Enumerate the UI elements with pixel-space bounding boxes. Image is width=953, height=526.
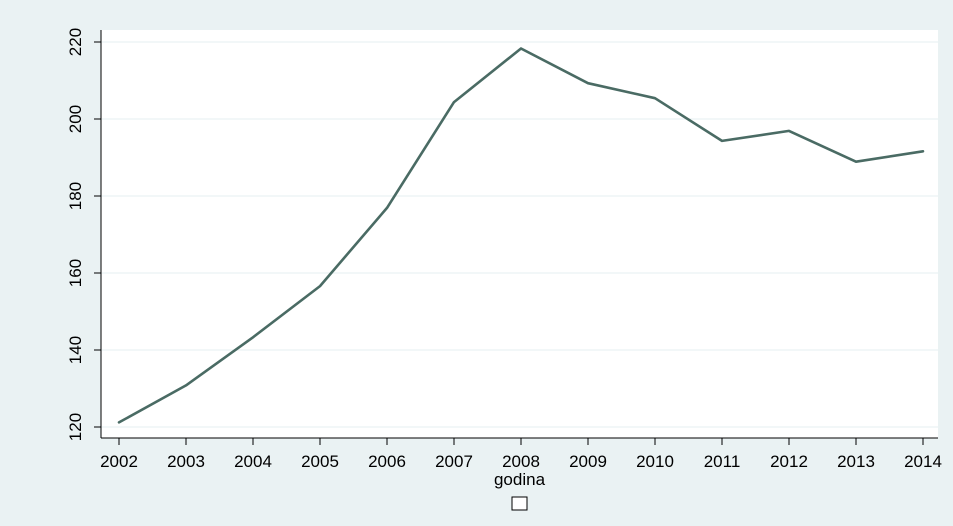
x-tick-label: 2002: [100, 452, 138, 471]
y-tick-label: 140: [66, 336, 85, 364]
legend-key: [511, 496, 528, 511]
x-tick-label: 2006: [368, 452, 406, 471]
plot-area-background: [101, 30, 938, 438]
x-tick-label: 2010: [636, 452, 674, 471]
y-tick-label: 160: [66, 259, 85, 287]
y-tick-label: 180: [66, 182, 85, 210]
axes: 120 140 160 180 200 220 2002 2003 2004 2005 2006 20…: [66, 28, 942, 471]
x-tick-label: 2007: [435, 452, 473, 471]
x-tick-label: 2013: [837, 452, 875, 471]
x-tick-label: 2012: [770, 452, 808, 471]
y-tick-label: 200: [66, 105, 85, 133]
x-tick-label: 2008: [502, 452, 540, 471]
x-tick-label: 2005: [301, 452, 339, 471]
x-tick-label: 2011: [704, 452, 741, 471]
series-line: [117, 47, 925, 424]
x-tick-label: 2014: [904, 452, 942, 471]
x-tick-label: 2009: [569, 452, 607, 471]
gridlines: [101, 41, 938, 428]
y-tick-label: 120: [66, 413, 85, 441]
x-tick-label: 2004: [234, 452, 272, 471]
x-axis-title: godina: [494, 470, 546, 489]
x-tick-label: 2003: [167, 452, 205, 471]
series-layer: [117, 47, 925, 424]
y-tick-label: 220: [66, 28, 85, 56]
